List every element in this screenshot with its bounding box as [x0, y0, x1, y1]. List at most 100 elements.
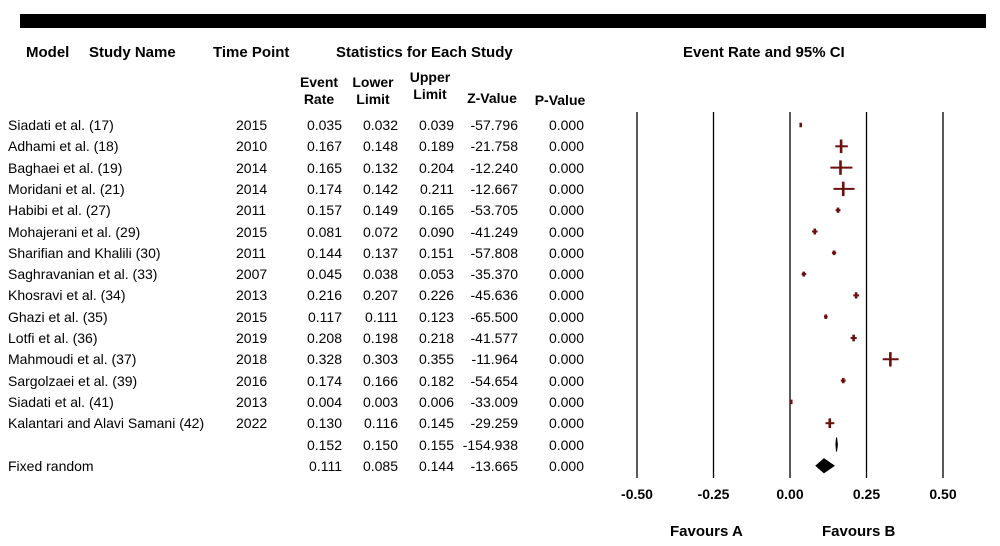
p-value-cell: 0.000: [548, 202, 584, 219]
event-rate-cell: 0.152: [306, 436, 342, 453]
z-value-cell: -54.654: [470, 372, 518, 389]
z-value-cell: -41.577: [470, 330, 518, 346]
x-tick-label: -0.50: [621, 486, 653, 502]
p-value-cell: 0.000: [548, 287, 584, 304]
time-point-cell: 2022: [236, 415, 268, 432]
p-value-cell: 0.000: [548, 415, 584, 432]
time-point-cell: 2010: [236, 138, 268, 155]
header-study-name: Study Name: [89, 44, 176, 61]
upper-limit-cell: 0.218: [418, 330, 454, 346]
top-rule: [20, 14, 986, 28]
upper-limit-cell: 0.039: [418, 117, 454, 133]
time-point-cell: 2011: [236, 244, 267, 261]
z-value-cell: -35.370: [470, 266, 518, 283]
header-ci: Event Rate and 95% CI: [683, 44, 845, 61]
z-value-cell: -33.009: [470, 393, 518, 410]
lower-limit-cell: 0.116: [364, 415, 398, 432]
study-name-cell: Siadati et al. (41): [8, 393, 114, 410]
event-rate-cell: 0.208: [306, 330, 342, 346]
p-value-cell: 0.000: [548, 393, 584, 410]
study-name-cell: Siadati et al. (17): [8, 117, 114, 133]
summary-diamond: [835, 437, 838, 452]
time-point-cell: 2015: [236, 308, 268, 325]
lower-limit-cell: 0.149: [362, 202, 398, 219]
z-value-cell: -154.938: [462, 436, 518, 453]
time-point-cell: 2019: [236, 330, 268, 346]
lower-limit-cell: 0.072: [362, 223, 398, 240]
upper-limit-cell: 0.123: [418, 308, 454, 325]
header-upper-limit: Upper Limit: [409, 69, 451, 102]
study-name-cell: Lotfi et al. (36): [8, 330, 98, 346]
x-tick-label: 0.25: [853, 486, 880, 502]
event-rate-cell: 0.216: [306, 287, 342, 304]
p-value-cell: 0.000: [548, 457, 584, 474]
z-value-cell: -11.964: [471, 351, 518, 368]
study-name-cell: Moridani et al. (21): [8, 180, 125, 197]
time-point-cell: 2014: [236, 180, 268, 197]
upper-limit-cell: 0.165: [418, 202, 454, 219]
lower-limit-cell: 0.303: [362, 351, 398, 368]
lower-limit-cell: 0.038: [362, 266, 398, 283]
upper-limit-cell: 0.355: [418, 351, 454, 368]
p-value-cell: 0.000: [548, 330, 584, 346]
z-value-cell: -13.665: [470, 457, 518, 474]
favours-b-label: Favours B: [822, 523, 896, 540]
z-value-cell: -12.240: [470, 159, 518, 176]
lower-limit-cell: 0.148: [362, 138, 398, 155]
lower-limit-cell: 0.198: [362, 330, 398, 346]
z-value-cell: -45.636: [470, 287, 518, 304]
p-value-cell: 0.000: [548, 436, 584, 453]
favours-a-label: Favours A: [670, 523, 743, 540]
study-name-cell: Mahmoudi et al. (37): [8, 351, 137, 368]
time-point-cell: 2018: [236, 351, 268, 368]
header-time-point: Time Point: [213, 44, 290, 61]
lower-limit-cell: 0.111: [365, 308, 398, 325]
lower-limit-cell: 0.003: [362, 393, 398, 410]
study-name-cell: Saghravanian et al. (33): [8, 266, 158, 283]
lower-limit-cell: 0.166: [362, 372, 398, 389]
p-value-cell: 0.000: [548, 117, 584, 133]
upper-limit-cell: 0.189: [418, 138, 454, 155]
time-point-cell: 2011: [236, 202, 267, 219]
upper-limit-cell: 0.211: [420, 180, 454, 197]
upper-limit-cell: 0.155: [418, 436, 454, 453]
event-rate-cell: 0.130: [306, 415, 342, 432]
upper-limit-cell: 0.090: [418, 223, 454, 240]
event-rate-cell: 0.045: [306, 266, 342, 283]
z-value-cell: -57.808: [470, 244, 518, 261]
upper-limit-cell: 0.151: [418, 244, 454, 261]
study-name-cell: Adhami et al. (18): [8, 138, 119, 155]
header-event-rate: Event Rate: [299, 74, 339, 107]
header-lower-limit: Lower Limit: [352, 74, 394, 107]
study-name-cell: Ghazi et al. (35): [8, 308, 108, 325]
p-value-cell: 0.000: [548, 180, 584, 197]
time-point-cell: 2013: [236, 287, 268, 304]
study-name-cell: Khosravi et al. (34): [8, 287, 126, 304]
model-cell: Fixed random: [8, 457, 94, 474]
time-point-cell: 2016: [236, 372, 268, 389]
lower-limit-cell: 0.085: [362, 457, 398, 474]
p-value-cell: 0.000: [548, 266, 584, 283]
lower-limit-cell: 0.032: [362, 117, 398, 133]
study-name-cell: Kalantari and Alavi Samani (42): [8, 415, 205, 432]
event-rate-cell: 0.174: [306, 180, 342, 197]
x-tick-label: 0.50: [929, 486, 956, 502]
upper-limit-cell: 0.053: [418, 266, 454, 283]
event-rate-cell: 0.081: [306, 223, 342, 240]
z-value-cell: -65.500: [470, 308, 518, 325]
z-value-cell: -53.705: [470, 202, 518, 219]
study-name-cell: Sargolzaei et al. (39): [8, 372, 138, 389]
p-value-cell: 0.000: [548, 138, 584, 155]
event-rate-cell: 0.004: [306, 393, 342, 410]
time-point-cell: 2015: [236, 223, 268, 240]
header-statistics: Statistics for Each Study: [336, 44, 513, 61]
upper-limit-cell: 0.144: [418, 457, 454, 474]
z-value-cell: -57.796: [470, 117, 518, 133]
lower-limit-cell: 0.150: [362, 436, 398, 453]
summary-diamond: [815, 458, 835, 474]
p-value-cell: 0.000: [548, 159, 584, 176]
header-model: Model: [26, 44, 70, 61]
upper-limit-cell: 0.145: [418, 415, 454, 432]
z-value-cell: -41.249: [470, 223, 518, 240]
